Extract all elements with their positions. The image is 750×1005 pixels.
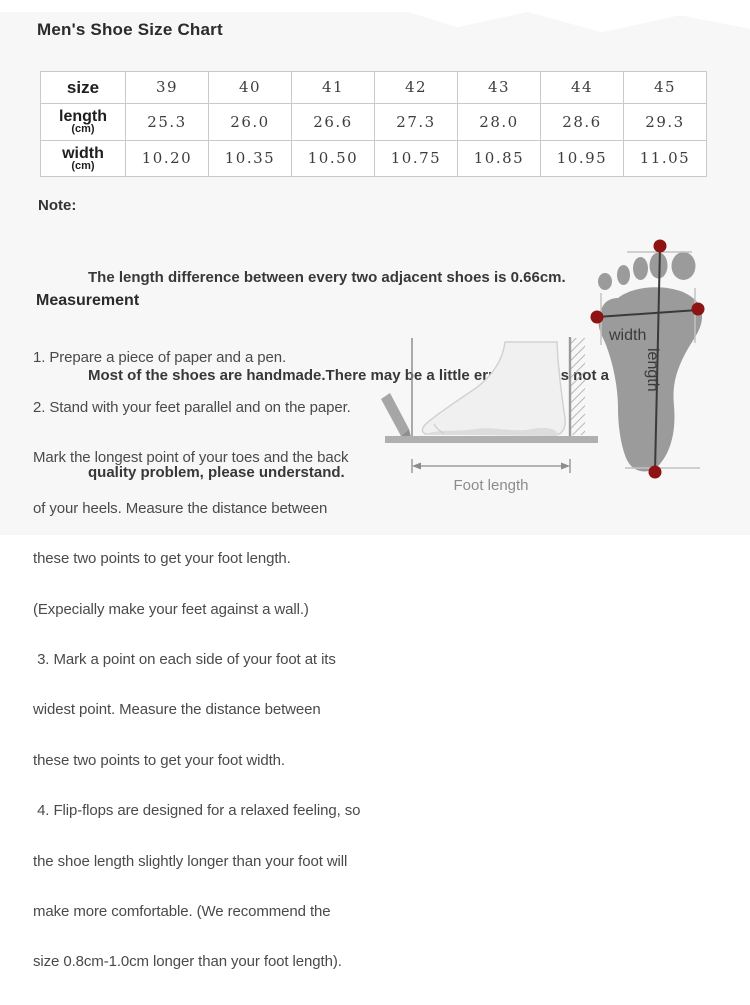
- length-value: 26.6: [313, 112, 353, 131]
- size-header-cell: size: [40, 71, 126, 104]
- marker-dots: [590, 239, 705, 479]
- length-value: 27.3: [396, 112, 436, 131]
- length-header-cell: length (cm): [40, 103, 126, 141]
- size-header-label: size: [66, 78, 100, 97]
- footprint-body: [598, 287, 703, 472]
- length-header-label: length: [59, 108, 107, 125]
- foot-sole-shading: [424, 427, 558, 435]
- length-cell: 29.3: [623, 103, 707, 141]
- foot-profile-illustration: [421, 341, 566, 436]
- pen-icon: [381, 393, 409, 436]
- size-chart-page: Men's Shoe Size Chart size 39 40 41 42 4…: [33, 0, 750, 971]
- length-value: 26.0: [230, 112, 270, 131]
- width-cell: 10.85: [457, 140, 541, 177]
- size-value: 39: [155, 78, 179, 96]
- page-title: Men's Shoe Size Chart: [37, 20, 223, 39]
- size-cell: 43: [457, 71, 541, 104]
- width-value: 10.35: [224, 149, 276, 167]
- measurement-instructions: 1. Prepare a piece of paper and a pen. 2…: [33, 316, 433, 1005]
- instruction-line: (Expecially make your feet against a wal…: [33, 600, 309, 618]
- instruction-line: these two points to get your foot width.: [33, 751, 285, 769]
- pen-tip-icon: [401, 429, 411, 437]
- size-value: 44: [570, 78, 594, 96]
- instruction-line: 2. Stand with your feet parallel and on …: [33, 398, 351, 416]
- length-unit-label: (cm): [71, 123, 95, 135]
- width-value: 10.95: [556, 149, 608, 167]
- foot-side-view-diagram: Foot length: [381, 337, 598, 494]
- arrow-right-head: [561, 462, 570, 470]
- length-measure-line: [654, 246, 661, 473]
- width-measure-line: [596, 309, 699, 318]
- foot-length-arrow: [411, 459, 571, 473]
- length-value: 28.0: [479, 112, 519, 131]
- size-cell: 45: [623, 71, 707, 104]
- footprint-toes: [598, 252, 696, 290]
- footprint-diagram: width length: [590, 239, 705, 479]
- size-cell: 40: [208, 71, 292, 104]
- note-line: The length difference between every two …: [88, 269, 566, 286]
- wall-hatching: [571, 338, 585, 435]
- measure-guide-lines: [600, 251, 700, 469]
- size-value: 42: [404, 78, 428, 96]
- width-header-cell: width (cm): [40, 140, 126, 177]
- size-cell: 42: [374, 71, 458, 104]
- instruction-line: Mark the longest point of your toes and …: [33, 449, 349, 467]
- instruction-line: 3. Mark a point on each side of your foo…: [33, 650, 336, 668]
- instruction-line: widest point. Measure the distance betwe…: [33, 701, 321, 719]
- ground-line: [385, 436, 598, 443]
- width-value: 10.50: [307, 149, 359, 167]
- width-value: 10.85: [473, 149, 525, 167]
- width-cell: 10.50: [291, 140, 375, 177]
- width-value: 10.75: [390, 149, 442, 167]
- size-value: 43: [487, 78, 511, 96]
- instruction-line: the shoe length slightly longer than you…: [33, 852, 348, 870]
- table-row-width: width (cm) 10.20 10.35 10.50 10.75 10.85…: [40, 140, 707, 177]
- length-cell: 26.6: [291, 103, 375, 141]
- table-row-length: length (cm) 25.3 26.0 26.6 27.3 28.0 28.…: [40, 103, 707, 141]
- width-cell: 10.20: [125, 140, 209, 177]
- length-cell: 28.6: [540, 103, 624, 141]
- note-label: Note:: [38, 197, 77, 214]
- length-value: 25.3: [147, 112, 187, 131]
- width-header-label: width: [62, 144, 104, 162]
- size-cell: 44: [540, 71, 624, 104]
- arrow-left-head: [412, 462, 421, 470]
- big-toe-line: [433, 423, 445, 434]
- note-line: quality problem, please understand.: [88, 464, 345, 481]
- width-cell: 10.35: [208, 140, 292, 177]
- length-cell: 25.3: [125, 103, 209, 141]
- width-value: 10.20: [141, 149, 193, 167]
- foot-length-label: Foot length: [453, 477, 528, 494]
- background-artifact: [360, 0, 750, 33]
- instruction-line: make more comfortable. (We recommend the: [33, 902, 331, 920]
- size-cell: 39: [125, 71, 209, 104]
- size-table: size 39 40 41 42 43 44 45 length (cm) 25…: [40, 71, 707, 177]
- width-value: 11.05: [639, 149, 691, 167]
- width-unit-label: (cm): [71, 159, 95, 172]
- instruction-line: of your heels. Measure the distance betw…: [33, 499, 328, 517]
- size-value: 40: [238, 78, 262, 96]
- instruction-line: 1. Prepare a piece of paper and a pen.: [33, 348, 287, 366]
- length-value: 29.3: [645, 112, 685, 131]
- length-cell: 26.0: [208, 103, 292, 141]
- size-cell: 41: [291, 71, 375, 104]
- size-value: 41: [321, 78, 345, 96]
- measurement-heading: Measurement: [36, 292, 140, 309]
- width-label: width: [608, 327, 646, 344]
- size-value: 45: [653, 78, 677, 96]
- table-row-size: size 39 40 41 42 43 44 45: [40, 71, 707, 104]
- width-cell: 11.05: [623, 140, 707, 177]
- width-cell: 10.95: [540, 140, 624, 177]
- length-cell: 27.3: [374, 103, 458, 141]
- length-label: length: [644, 348, 661, 392]
- width-cell: 10.75: [374, 140, 458, 177]
- instruction-line: size 0.8cm-1.0cm longer than your foot l…: [33, 953, 342, 971]
- length-cell: 28.0: [457, 103, 541, 141]
- instruction-line: 4. Flip-flops are designed for a relaxed…: [33, 802, 361, 820]
- instruction-line: these two points to get your foot length…: [33, 550, 291, 568]
- length-value: 28.6: [562, 112, 602, 131]
